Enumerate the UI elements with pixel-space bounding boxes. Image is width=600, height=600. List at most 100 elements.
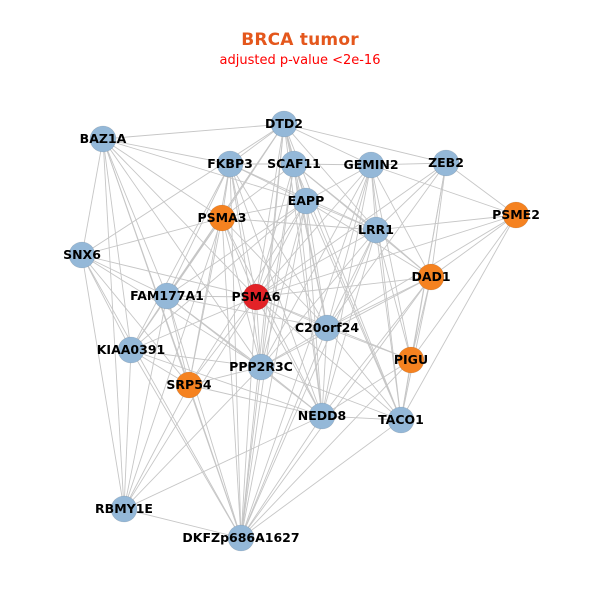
node-NEDD8 bbox=[308, 402, 336, 430]
edge-GEMIN2-C20orf24 bbox=[326, 164, 372, 329]
edge-SCAF11-DAD1 bbox=[293, 163, 432, 278]
edge-DAD1-PPP2R3C bbox=[260, 276, 432, 368]
node-PPP2R3C bbox=[247, 353, 275, 381]
edge-C20orf24-TACO1 bbox=[326, 327, 402, 421]
edge-FKBP3-C20orf24 bbox=[229, 163, 328, 329]
edge-BAZ1A-SNX6 bbox=[81, 138, 104, 256]
edges-layer bbox=[81, 123, 517, 539]
edge-PSMA6-DKFZp686A1627 bbox=[240, 296, 257, 539]
edge-PSMA3-DKFZp686A1627 bbox=[221, 217, 242, 539]
edge-BAZ1A-EAPP bbox=[102, 138, 307, 202]
edge-PSME2-DAD1 bbox=[430, 214, 517, 278]
edge-TACO1-DKFZp686A1627 bbox=[240, 419, 402, 539]
edge-GEMIN2-PSMA6 bbox=[255, 164, 372, 298]
edge-LRR1-DKFZp686A1627 bbox=[240, 229, 377, 539]
edge-SNX6-KIAA0391 bbox=[81, 254, 132, 351]
edge-GEMIN2-NEDD8 bbox=[321, 164, 372, 417]
edge-BAZ1A-FKBP3 bbox=[102, 138, 231, 165]
edge-SNX6-SRP54 bbox=[81, 254, 190, 386]
edge-BAZ1A-PSMA3 bbox=[102, 138, 223, 219]
edge-PPP2R3C-RBMY1E bbox=[123, 366, 262, 510]
edge-ZEB2-PSMA6 bbox=[255, 162, 447, 298]
node-PSMA6 bbox=[242, 283, 270, 311]
edge-RBMY1E-DKFZp686A1627 bbox=[123, 508, 242, 539]
edge-FKBP3-PSMA6 bbox=[229, 163, 257, 298]
edge-PSME2-PIGU bbox=[410, 214, 517, 361]
edge-PSMA6-KIAA0391 bbox=[130, 296, 257, 351]
edge-DTD2-ZEB2 bbox=[283, 123, 447, 164]
edge-PIGU-NEDD8 bbox=[321, 359, 412, 417]
node-PSMA3 bbox=[208, 204, 236, 232]
edge-PSMA3-SNX6 bbox=[81, 217, 223, 256]
edge-PSMA3-SRP54 bbox=[188, 217, 223, 386]
edge-SCAF11-PPP2R3C bbox=[260, 163, 295, 368]
edge-SNX6-PSMA6 bbox=[81, 254, 257, 298]
edge-DAD1-PSMA6 bbox=[255, 276, 432, 298]
node-BAZ1A bbox=[89, 125, 117, 153]
edge-NEDD8-DKFZp686A1627 bbox=[240, 415, 323, 539]
edge-BAZ1A-FAM177A1 bbox=[102, 138, 168, 297]
edge-FAM177A1-RBMY1E bbox=[123, 295, 168, 510]
edge-LRR1-PSME2 bbox=[375, 214, 517, 231]
edge-LRR1-TACO1 bbox=[375, 229, 402, 421]
edge-PSMA6-SRP54 bbox=[188, 296, 257, 386]
edge-GEMIN2-PIGU bbox=[370, 164, 412, 361]
edge-DTD2-GEMIN2 bbox=[283, 123, 372, 166]
edge-PSMA6-TACO1 bbox=[255, 296, 402, 421]
nodes-layer bbox=[68, 110, 530, 552]
edge-ZEB2-DAD1 bbox=[430, 162, 447, 278]
edge-PSMA3-PSMA6 bbox=[221, 217, 257, 298]
edge-KIAA0391-RBMY1E bbox=[123, 349, 132, 510]
edge-LRR1-PSMA6 bbox=[255, 229, 377, 298]
edge-DAD1-C20orf24 bbox=[326, 276, 432, 329]
edge-BAZ1A-RBMY1E bbox=[102, 138, 125, 510]
node-EAPP bbox=[292, 187, 320, 215]
edge-PPP2R3C-TACO1 bbox=[260, 366, 402, 421]
edge-EAPP-KIAA0391 bbox=[130, 200, 307, 351]
edge-SRP54-RBMY1E bbox=[123, 384, 190, 510]
node-C20orf24 bbox=[313, 314, 341, 342]
node-PIGU bbox=[397, 346, 425, 374]
edge-GEMIN2-PPP2R3C bbox=[260, 164, 372, 368]
edge-ZEB2-C20orf24 bbox=[326, 162, 447, 329]
edge-KIAA0391-NEDD8 bbox=[130, 349, 323, 417]
edge-EAPP-PPP2R3C bbox=[260, 200, 307, 368]
edge-FAM177A1-DKFZp686A1627 bbox=[166, 295, 242, 539]
edge-EAPP-C20orf24 bbox=[305, 200, 328, 329]
edge-EAPP-PSMA6 bbox=[255, 200, 307, 298]
node-LRR1 bbox=[362, 216, 390, 244]
edge-LRR1-NEDD8 bbox=[321, 229, 377, 417]
node-KIAA0391 bbox=[117, 336, 145, 364]
node-FKBP3 bbox=[216, 150, 244, 178]
edge-SNX6-RBMY1E bbox=[81, 254, 125, 510]
edge-FAM177A1-PSMA6 bbox=[166, 295, 257, 298]
edge-NEDD8-RBMY1E bbox=[123, 415, 323, 510]
edge-NEDD8-TACO1 bbox=[321, 415, 402, 421]
edge-SCAF11-PSMA3 bbox=[221, 163, 295, 219]
edge-C20orf24-NEDD8 bbox=[321, 327, 328, 417]
node-TACO1 bbox=[387, 406, 415, 434]
edge-ZEB2-LRR1 bbox=[375, 162, 447, 231]
edge-BAZ1A-PSMA6 bbox=[102, 138, 257, 298]
edge-PSMA6-NEDD8 bbox=[255, 296, 323, 417]
edge-GEMIN2-PSME2 bbox=[370, 164, 517, 216]
node-SNX6 bbox=[68, 241, 96, 269]
edge-DTD2-LRR1 bbox=[283, 123, 377, 231]
edge-PSMA3-LRR1 bbox=[221, 217, 377, 231]
edge-LRR1-PPP2R3C bbox=[260, 229, 377, 368]
node-DAD1 bbox=[417, 263, 445, 291]
edge-ZEB2-PSME2 bbox=[445, 162, 517, 216]
node-ZEB2 bbox=[432, 149, 460, 177]
edge-FAM177A1-NEDD8 bbox=[166, 295, 323, 417]
edge-EAPP-TACO1 bbox=[305, 200, 402, 421]
edge-EAPP-NEDD8 bbox=[305, 200, 323, 417]
node-GEMIN2 bbox=[357, 151, 385, 179]
edge-FKBP3-FAM177A1 bbox=[166, 163, 231, 297]
edge-PSME2-PSMA6 bbox=[255, 214, 517, 298]
edge-SNX6-DKFZp686A1627 bbox=[81, 254, 242, 539]
edge-SRP54-NEDD8 bbox=[188, 384, 323, 417]
edge-PSMA3-PPP2R3C bbox=[221, 217, 262, 368]
